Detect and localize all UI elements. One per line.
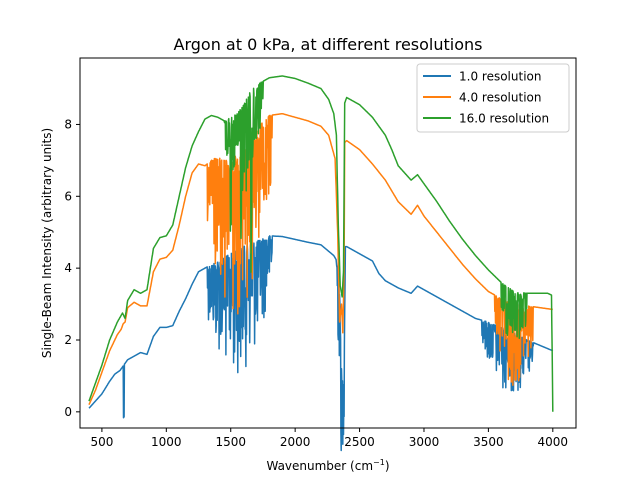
series-line-2 [88, 112, 554, 405]
y-tick-label: 0 [64, 405, 72, 419]
legend: 1.0 resolution 4.0 resolution 16.0 resolut… [416, 63, 570, 133]
y-axis-label: Single-Beam Intensity (arbitrary units) [40, 128, 54, 358]
y-tick-label: 8 [64, 117, 72, 131]
x-tick-label: 1500 [215, 435, 246, 449]
y-axis-ticks: 0 2 4 6 8 [64, 117, 80, 419]
x-tick-label: 4000 [538, 435, 569, 449]
x-axis-label: Wavenumber (cm−1) [266, 458, 389, 473]
y-tick-label: 4 [64, 261, 72, 275]
y-tick-label: 6 [64, 189, 72, 203]
series-line-3 [88, 75, 554, 412]
x-axis-ticks: 500 1000 1500 2000 2500 3000 3500 4000 [90, 428, 568, 449]
x-tick-label: 2000 [280, 435, 311, 449]
series-line-1 [88, 235, 554, 452]
series-layer [88, 75, 554, 452]
plot-frame [79, 57, 577, 429]
x-tick-label: 3000 [409, 435, 440, 449]
x-tick-label: 3500 [473, 435, 504, 449]
legend-box [416, 63, 570, 133]
legend-label-2: 4.0 resolution [459, 91, 541, 105]
x-tick-label: 1000 [151, 435, 182, 449]
chart-title: Argon at 0 kPa, at different resolutions [174, 35, 483, 54]
x-tick-label: 2500 [344, 435, 375, 449]
y-tick-label: 2 [64, 333, 72, 347]
legend-label-1: 1.0 resolution [459, 70, 541, 84]
legend-label-3: 16.0 resolution [459, 112, 549, 126]
x-tick-label: 500 [90, 435, 113, 449]
